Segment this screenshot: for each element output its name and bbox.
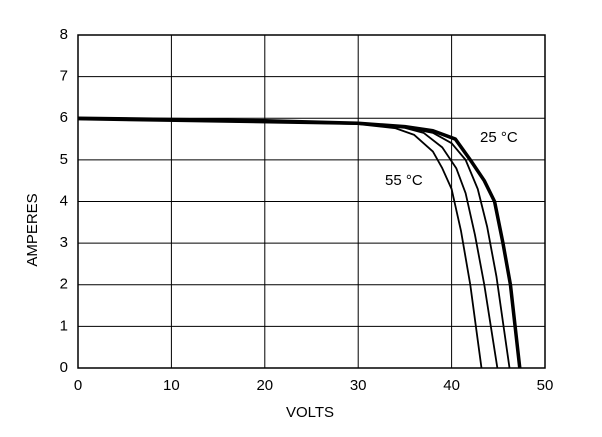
plot-frame: [77, 34, 546, 369]
y-tick-label: 2: [60, 276, 68, 293]
x-tick-label: 10: [163, 377, 180, 394]
y-tick-label: 1: [60, 317, 68, 334]
x-tick-label: 20: [256, 377, 273, 394]
x-tick-label: 50: [537, 377, 554, 394]
y-tick-label: 8: [60, 26, 68, 43]
annotation: 55 °C: [385, 172, 423, 189]
x-tick-label: 30: [350, 377, 367, 394]
y-tick-label: 0: [60, 359, 68, 376]
annotation: 25 °C: [480, 129, 518, 146]
y-tick-label: 6: [60, 109, 68, 126]
line: [77, 118, 483, 369]
y-tick-label: 5: [60, 151, 68, 168]
x-axis-label: VOLTS: [286, 404, 334, 421]
y-axis-label: AMPERES: [24, 193, 41, 266]
x-tick-label: 40: [443, 377, 460, 394]
y-tick-label: 4: [60, 192, 68, 209]
line: [77, 118, 499, 369]
x-tick-label: 0: [74, 377, 82, 394]
line: [77, 116, 522, 369]
y-tick-label: 3: [60, 234, 68, 251]
y-tick-label: 7: [60, 68, 68, 85]
